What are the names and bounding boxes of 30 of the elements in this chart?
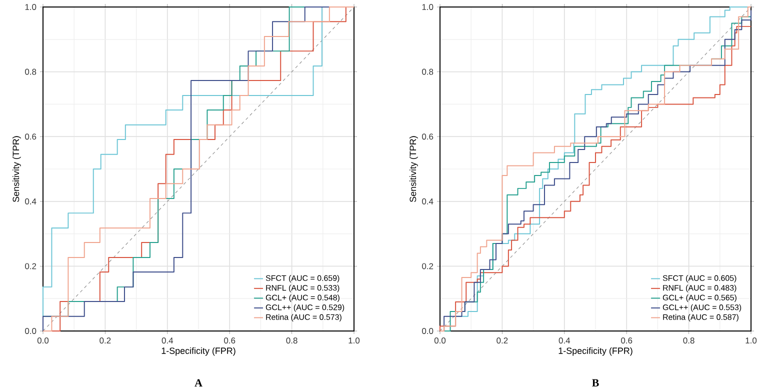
text: B <box>592 379 599 386</box>
y-axis-title: Sensitivity (TPR) <box>410 136 418 202</box>
y-tick-label: 0.2 <box>422 263 434 270</box>
x-tick-label: 0.4 <box>162 338 174 344</box>
x-tick-label: 0.8 <box>286 338 298 344</box>
x-tick-label: 1.0 <box>348 338 360 344</box>
x-tick-label: 0.4 <box>558 338 570 344</box>
y-tick-label: 0.4 <box>25 198 36 204</box>
x-axis-title: 1-Specificity (FPR) <box>162 347 236 356</box>
x-tick-label: 0.2 <box>496 338 508 344</box>
x-tick-label: 0.6 <box>621 338 632 344</box>
x-axis-title: 1-Specificity (FPR) <box>558 347 632 356</box>
y-tick-label: 0.0 <box>422 328 434 334</box>
x-tick-label: 0.0 <box>434 338 446 344</box>
y-tick-label: 0.6 <box>25 134 36 140</box>
y-axis-title: Sensitivity (TPR) <box>12 136 21 202</box>
y-tick-label: 0.4 <box>422 198 434 204</box>
y-tick-label: 1.0 <box>25 4 36 10</box>
y-tick-label: 0.0 <box>25 328 36 334</box>
x-tick-label: 0.0 <box>37 338 49 344</box>
x-tick-label: 1.0 <box>746 338 757 344</box>
y-tick-label: 1.0 <box>422 4 434 10</box>
x-tick-label: 0.2 <box>100 338 111 344</box>
x-tick-label: 0.8 <box>683 338 694 344</box>
y-tick-label: 0.8 <box>25 68 36 75</box>
x-tick-label: 0.6 <box>224 338 236 344</box>
y-tick-label: 0.8 <box>422 68 434 75</box>
text: A <box>194 379 202 386</box>
y-tick-label: 0.2 <box>25 263 36 270</box>
y-tick-label: 0.6 <box>422 134 434 140</box>
